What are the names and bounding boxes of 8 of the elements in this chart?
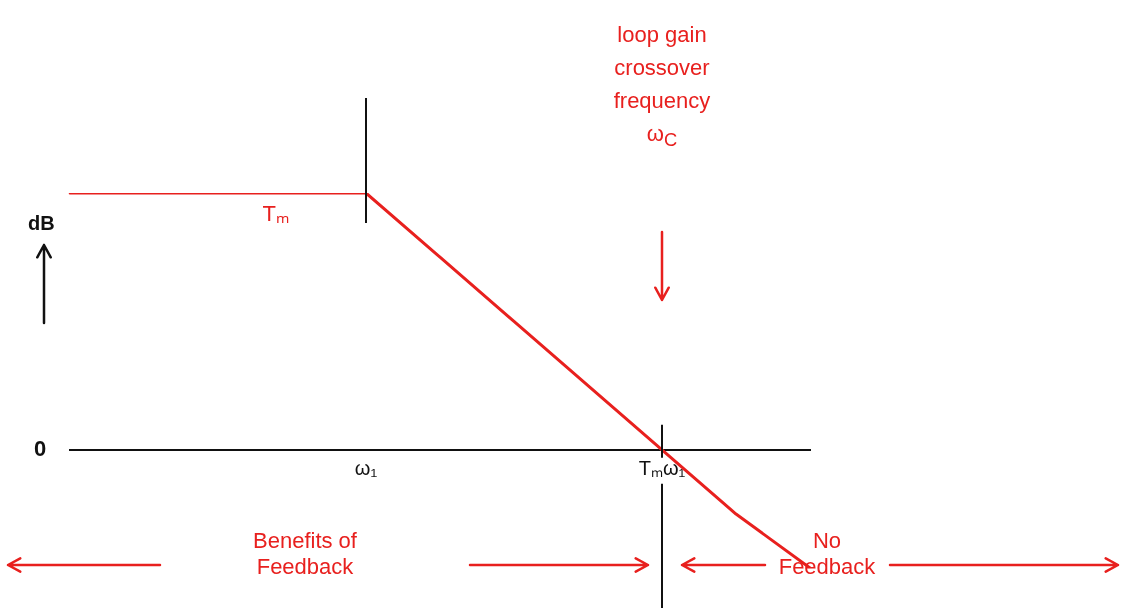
x-tick-label: ω₁ [354,457,378,480]
annotation: Benefits of Feedback [252,528,358,581]
y-axis-title: dB [28,211,55,235]
annotation: No Feedback [777,528,877,581]
annotation: Tₘ [262,201,289,228]
text: loop gain crossover frequency ω$_{C}$ [612,21,712,153]
x-tick-label: Tₘω₁ [638,457,686,480]
text: 0 [34,435,47,463]
